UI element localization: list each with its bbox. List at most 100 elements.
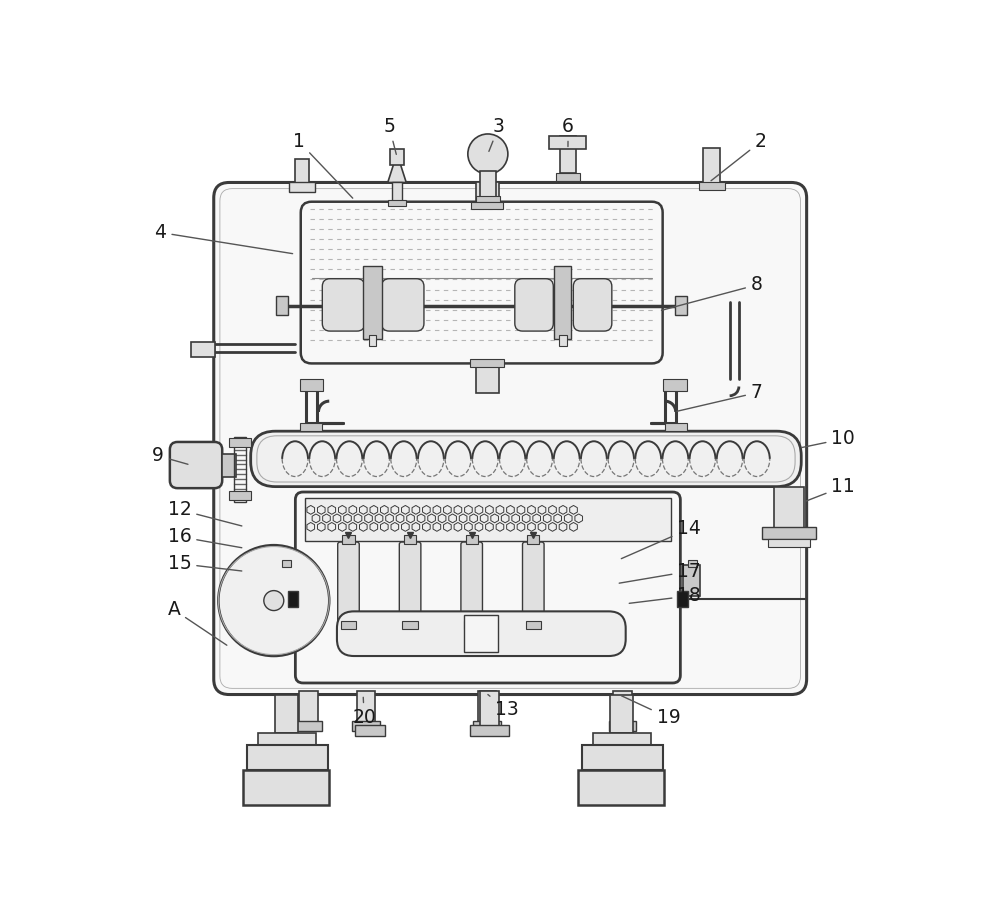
Bar: [404, 535, 416, 545]
Bar: [222, 454, 236, 476]
Bar: [774, 486, 804, 529]
Text: 13: 13: [488, 694, 519, 720]
Bar: [369, 335, 376, 345]
Text: 19: 19: [621, 696, 680, 727]
Bar: [295, 722, 322, 731]
Bar: [665, 424, 687, 431]
Bar: [478, 691, 496, 725]
Bar: [299, 691, 318, 725]
Bar: [191, 342, 215, 357]
FancyBboxPatch shape: [322, 279, 365, 331]
Bar: [609, 722, 636, 731]
Text: 1: 1: [293, 132, 353, 199]
FancyBboxPatch shape: [337, 611, 626, 656]
Bar: [663, 379, 687, 391]
Bar: [480, 691, 499, 728]
Bar: [388, 200, 406, 206]
FancyBboxPatch shape: [170, 442, 222, 488]
Text: 2: 2: [711, 132, 767, 180]
Bar: [593, 733, 651, 745]
Bar: [352, 722, 380, 731]
Text: 14: 14: [621, 519, 701, 558]
Bar: [613, 691, 632, 725]
Bar: [768, 539, 810, 547]
Text: 18: 18: [629, 587, 701, 606]
Bar: [258, 733, 316, 745]
Bar: [229, 438, 251, 447]
FancyBboxPatch shape: [573, 279, 612, 331]
Bar: [688, 559, 697, 568]
Bar: [470, 359, 504, 366]
Bar: [677, 591, 688, 607]
Bar: [363, 266, 382, 339]
Text: 8: 8: [661, 275, 763, 311]
Text: 6: 6: [562, 117, 574, 147]
Bar: [549, 137, 586, 148]
Bar: [295, 159, 309, 187]
Bar: [289, 182, 315, 191]
Bar: [610, 694, 633, 733]
Bar: [476, 182, 499, 204]
Text: 11: 11: [806, 477, 855, 501]
Bar: [305, 498, 671, 540]
Text: 20: 20: [352, 697, 376, 727]
Bar: [464, 615, 498, 652]
Bar: [234, 436, 246, 502]
Bar: [390, 149, 404, 165]
Bar: [476, 197, 500, 202]
Text: 5: 5: [383, 117, 396, 154]
Text: 7: 7: [677, 384, 763, 411]
FancyBboxPatch shape: [295, 492, 680, 683]
Bar: [341, 621, 356, 630]
Text: 10: 10: [802, 429, 855, 448]
Text: 17: 17: [619, 562, 701, 583]
Bar: [480, 171, 496, 198]
FancyBboxPatch shape: [523, 542, 544, 623]
Bar: [554, 266, 571, 339]
Bar: [402, 621, 418, 630]
Circle shape: [468, 134, 508, 174]
Bar: [559, 335, 567, 345]
Bar: [275, 565, 292, 596]
Text: A: A: [168, 600, 227, 645]
Circle shape: [264, 590, 284, 610]
Bar: [355, 725, 385, 736]
FancyBboxPatch shape: [251, 431, 801, 486]
Text: 15: 15: [168, 554, 242, 573]
Bar: [560, 137, 576, 173]
Bar: [300, 379, 323, 391]
Bar: [288, 591, 298, 607]
Bar: [556, 173, 580, 181]
Bar: [282, 559, 291, 568]
Bar: [476, 362, 499, 393]
Bar: [699, 182, 725, 190]
Bar: [683, 565, 700, 596]
Text: 12: 12: [168, 500, 242, 526]
Bar: [526, 621, 541, 630]
Text: 3: 3: [489, 117, 505, 151]
Bar: [275, 694, 298, 733]
FancyBboxPatch shape: [382, 279, 424, 331]
Bar: [243, 770, 329, 804]
Bar: [357, 691, 375, 725]
Bar: [675, 296, 687, 315]
Polygon shape: [388, 163, 406, 182]
Bar: [464, 621, 479, 630]
Circle shape: [218, 545, 329, 656]
FancyBboxPatch shape: [399, 542, 421, 623]
Text: 16: 16: [168, 527, 242, 548]
Bar: [300, 424, 322, 431]
FancyBboxPatch shape: [515, 279, 553, 331]
Bar: [466, 535, 478, 545]
Bar: [703, 148, 720, 185]
Bar: [473, 722, 501, 731]
Bar: [762, 527, 816, 539]
FancyBboxPatch shape: [214, 182, 807, 694]
Bar: [392, 182, 402, 204]
FancyBboxPatch shape: [338, 542, 359, 623]
Bar: [276, 296, 288, 315]
Bar: [578, 770, 664, 804]
Bar: [582, 745, 663, 770]
Text: 4: 4: [154, 223, 293, 253]
FancyBboxPatch shape: [461, 542, 482, 623]
